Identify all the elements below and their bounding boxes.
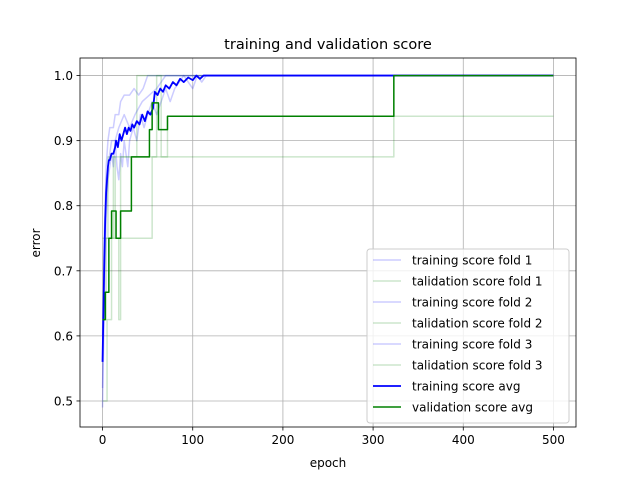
legend-label: training score fold 3	[412, 338, 532, 352]
axes-frame	[79, 57, 577, 428]
legend-label: talidation score fold 1	[412, 275, 543, 289]
x-tick-label: 300	[362, 433, 385, 447]
legend-label: training score avg	[412, 380, 520, 394]
chart-title: training and validation score	[224, 37, 432, 53]
x-tick-label: 500	[542, 433, 565, 447]
y-tick-label: 0.6	[54, 329, 73, 343]
series-layer	[101, 74, 554, 408]
series-line-7	[102, 74, 554, 321]
x-tick-label: 0	[99, 433, 107, 447]
x-tick-label: 100	[181, 433, 204, 447]
legend-label: talidation score fold 3	[412, 359, 543, 373]
y-tick-label: 0.8	[54, 199, 73, 213]
grid	[80, 58, 576, 427]
legend-label: validation score avg	[412, 401, 533, 415]
y-axis-label: error	[29, 228, 43, 257]
legend: training score fold 1 talidation score fo…	[366, 248, 570, 424]
y-tick-label: 1.0	[54, 69, 73, 83]
legend-label: training score fold 2	[412, 296, 532, 310]
series-line-6	[101, 74, 554, 362]
series-line-1	[102, 74, 554, 402]
legend-label: training score fold 1	[412, 254, 532, 268]
series-line-3	[102, 74, 554, 321]
y-tick-label: 0.7	[54, 264, 73, 278]
legend-box	[366, 248, 570, 424]
x-tick-label: 400	[452, 433, 475, 447]
series-line-2	[101, 74, 554, 388]
y-tick-label: 0.5	[54, 394, 73, 408]
x-tick-label: 200	[271, 433, 294, 447]
legend-label: talidation score fold 2	[412, 317, 543, 331]
ticks: 0 100 200 300 400 500 0.5 0.6 0.7 0.8 0.9 1.0	[54, 69, 565, 447]
y-tick-label: 0.9	[54, 134, 73, 148]
x-axis-label: epoch	[310, 456, 347, 470]
